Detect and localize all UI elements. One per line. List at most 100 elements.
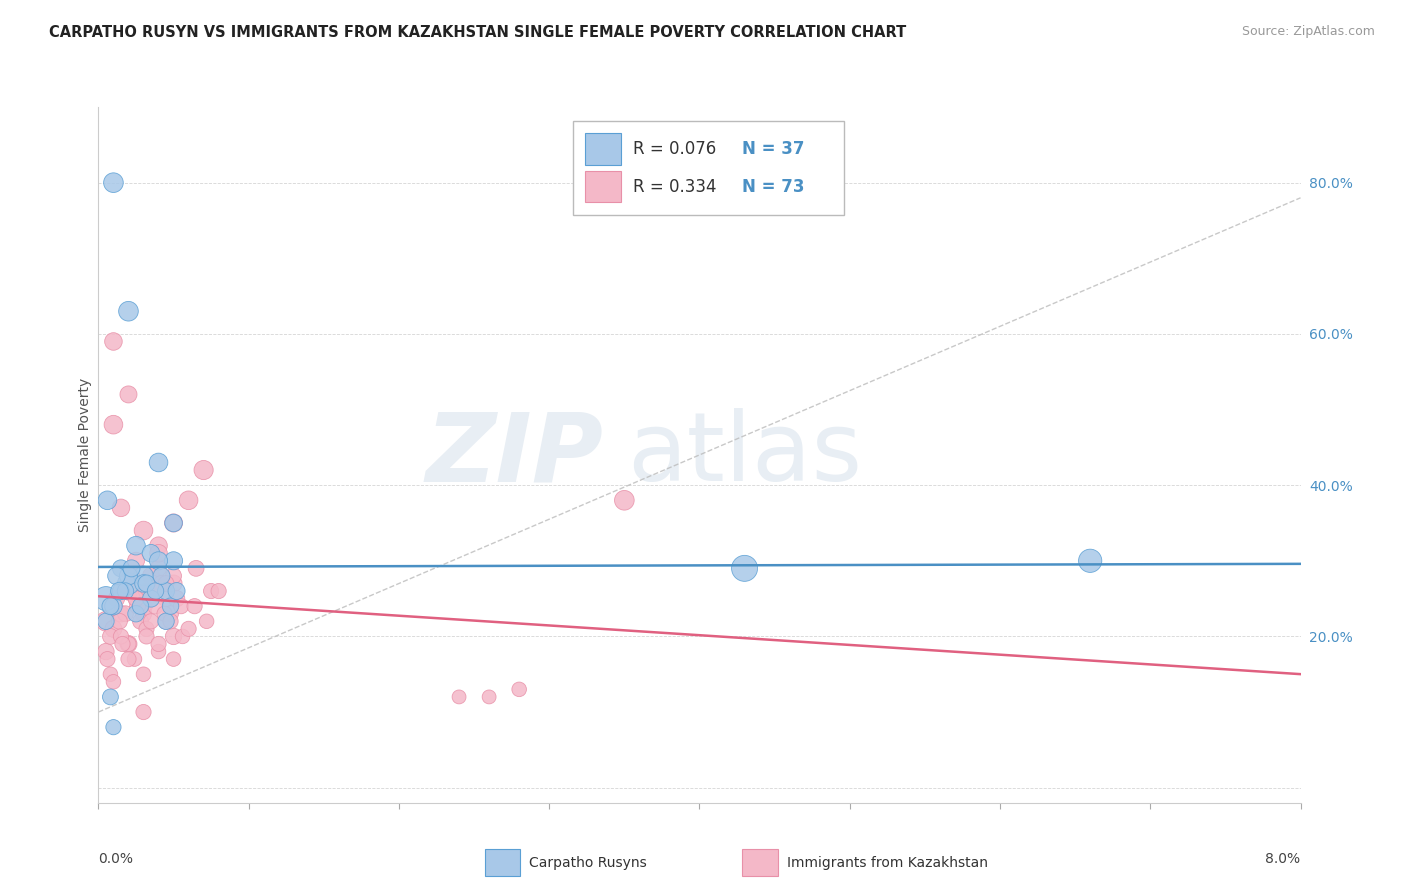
Point bbox=[148, 554, 170, 568]
Text: atlas: atlas bbox=[627, 409, 862, 501]
Point bbox=[153, 607, 176, 621]
Point bbox=[125, 554, 148, 568]
Point bbox=[94, 615, 117, 629]
Point bbox=[148, 539, 170, 553]
Point bbox=[94, 615, 117, 629]
Point bbox=[121, 569, 143, 583]
Point bbox=[145, 599, 167, 614]
Point bbox=[208, 584, 231, 599]
Point bbox=[105, 591, 128, 606]
Point bbox=[148, 546, 170, 560]
Point bbox=[166, 584, 188, 599]
Point bbox=[162, 652, 184, 666]
Point bbox=[117, 569, 139, 583]
Point bbox=[159, 615, 181, 629]
Point bbox=[124, 652, 146, 666]
Point bbox=[135, 584, 157, 599]
Point bbox=[155, 591, 177, 606]
Point bbox=[96, 652, 118, 666]
Point bbox=[103, 176, 125, 190]
Point bbox=[162, 629, 184, 643]
Point bbox=[139, 546, 162, 560]
Point bbox=[129, 599, 152, 614]
Point bbox=[132, 667, 155, 681]
Point bbox=[110, 561, 132, 575]
Point bbox=[159, 599, 181, 614]
Point bbox=[100, 599, 122, 614]
Point bbox=[103, 417, 125, 432]
Point bbox=[155, 615, 177, 629]
Point bbox=[125, 591, 148, 606]
Point bbox=[155, 584, 177, 599]
Point bbox=[114, 584, 136, 599]
Point bbox=[183, 599, 205, 614]
Point bbox=[135, 576, 157, 591]
Point bbox=[132, 524, 155, 538]
Point bbox=[193, 463, 215, 477]
Text: N = 37: N = 37 bbox=[741, 140, 804, 159]
Point bbox=[103, 674, 125, 689]
Point bbox=[162, 576, 184, 591]
Text: R = 0.334: R = 0.334 bbox=[633, 178, 717, 196]
Point bbox=[100, 629, 122, 643]
Text: R = 0.076: R = 0.076 bbox=[633, 140, 717, 159]
Point bbox=[155, 615, 177, 629]
Point bbox=[162, 516, 184, 530]
Point bbox=[150, 576, 173, 591]
Point bbox=[108, 584, 131, 599]
Point bbox=[114, 607, 136, 621]
Point bbox=[135, 629, 157, 643]
Point bbox=[103, 599, 125, 614]
Point bbox=[162, 516, 184, 530]
Text: 0.0%: 0.0% bbox=[98, 852, 134, 865]
Point bbox=[177, 493, 200, 508]
Point bbox=[148, 644, 170, 658]
Point bbox=[125, 591, 148, 606]
Text: ZIP: ZIP bbox=[426, 409, 603, 501]
Point bbox=[177, 622, 200, 636]
Point bbox=[166, 591, 188, 606]
Point bbox=[148, 455, 170, 469]
Point bbox=[103, 334, 125, 349]
Text: Immigrants from Kazakhstan: Immigrants from Kazakhstan bbox=[787, 855, 988, 870]
Point bbox=[105, 569, 128, 583]
Point bbox=[117, 304, 139, 318]
Point bbox=[734, 561, 756, 575]
Text: Carpatho Rusyns: Carpatho Rusyns bbox=[529, 855, 647, 870]
Point bbox=[172, 629, 194, 643]
Text: Source: ZipAtlas.com: Source: ZipAtlas.com bbox=[1241, 25, 1375, 38]
Point bbox=[132, 607, 155, 621]
Point bbox=[110, 500, 132, 515]
Point bbox=[111, 637, 134, 651]
FancyBboxPatch shape bbox=[585, 134, 621, 165]
Point bbox=[129, 615, 152, 629]
Point bbox=[121, 561, 143, 575]
Point bbox=[139, 615, 162, 629]
Point bbox=[117, 576, 139, 591]
Point bbox=[100, 690, 122, 704]
Point bbox=[159, 607, 181, 621]
Point bbox=[127, 599, 149, 614]
Point bbox=[447, 690, 470, 704]
Point bbox=[139, 591, 162, 606]
Point bbox=[148, 637, 170, 651]
Point bbox=[103, 622, 125, 636]
Point bbox=[162, 554, 184, 568]
Point bbox=[1078, 554, 1101, 568]
Point bbox=[110, 629, 132, 643]
Point bbox=[162, 569, 184, 583]
Point bbox=[508, 682, 530, 697]
Point bbox=[132, 705, 155, 719]
Point bbox=[103, 720, 125, 734]
Point bbox=[117, 387, 139, 401]
Point bbox=[96, 493, 118, 508]
Point bbox=[150, 569, 173, 583]
Point bbox=[139, 569, 162, 583]
Point bbox=[100, 667, 122, 681]
Text: CARPATHO RUSYN VS IMMIGRANTS FROM KAZAKHSTAN SINGLE FEMALE POVERTY CORRELATION C: CARPATHO RUSYN VS IMMIGRANTS FROM KAZAKH… bbox=[49, 25, 907, 40]
FancyBboxPatch shape bbox=[585, 171, 621, 202]
Point bbox=[139, 584, 162, 599]
Point bbox=[132, 599, 155, 614]
Point bbox=[110, 584, 132, 599]
FancyBboxPatch shape bbox=[574, 121, 844, 215]
